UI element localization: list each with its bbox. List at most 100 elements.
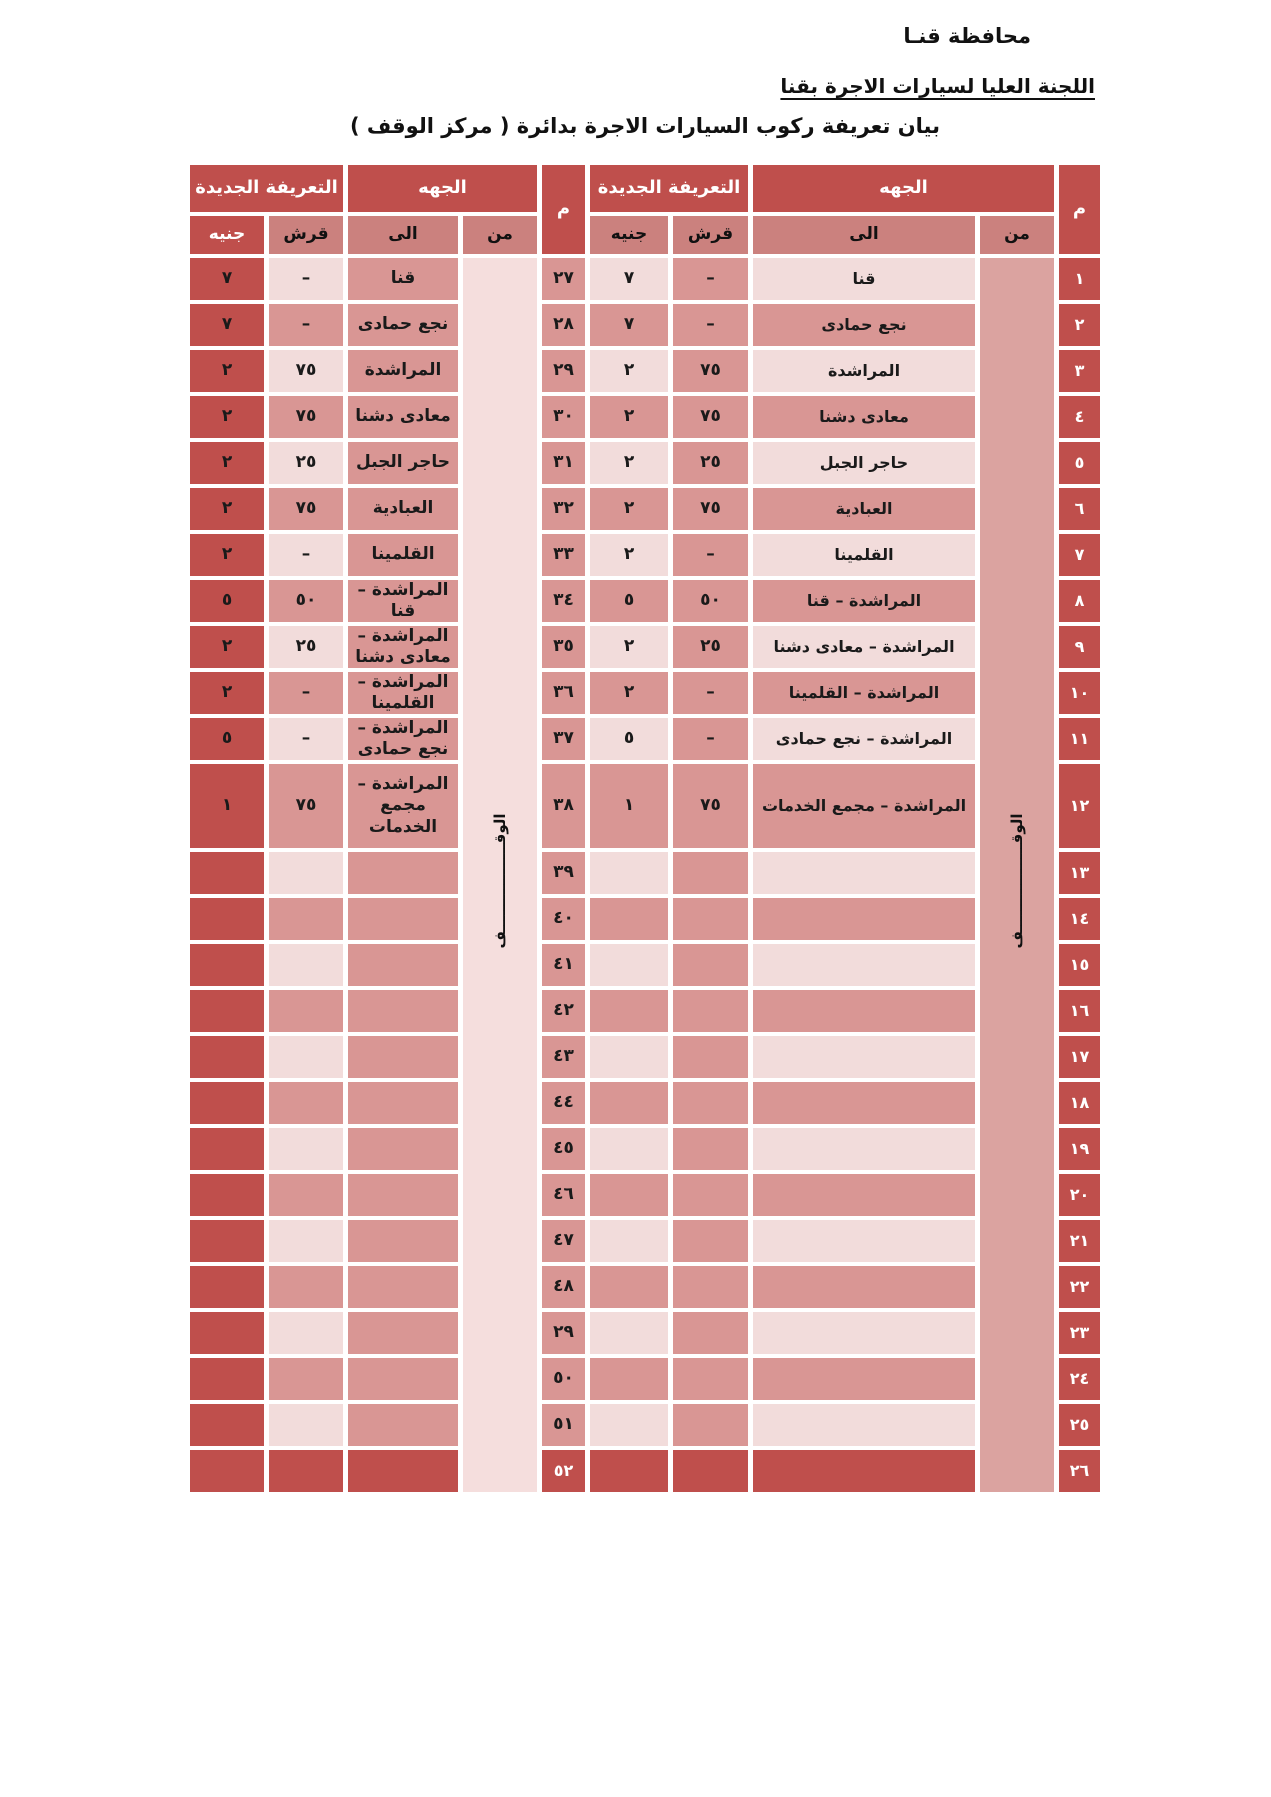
row-seq-left: ٤١: [542, 944, 585, 986]
row-seq-left: ٤٣: [542, 1036, 585, 1078]
row-seq-right: ٢٠: [1059, 1174, 1100, 1216]
row-destination-right: المراشدة – قنا: [753, 580, 975, 622]
row-destination-left: [348, 1128, 458, 1170]
row-seq-right: ٢٥: [1059, 1404, 1100, 1446]
row-pounds-right: ٢: [590, 626, 668, 668]
row-destination-left: قنا: [348, 258, 458, 300]
row-piasters-right: ٧٥: [673, 764, 748, 848]
row-seq-right: ١: [1059, 258, 1100, 300]
row-pounds-right: [590, 1174, 668, 1216]
row-seq-right: ٢٣: [1059, 1312, 1100, 1354]
row-piasters-left: [269, 1036, 343, 1078]
row-piasters-left: ٢٥: [269, 626, 343, 668]
row-destination-left: [348, 1266, 458, 1308]
row-piasters-right: [673, 1220, 748, 1262]
subheader-from-right: من: [980, 216, 1054, 254]
row-seq-left: ٤٦: [542, 1174, 585, 1216]
row-destination-right: [753, 898, 975, 940]
row-seq-left: ٣٠: [542, 396, 585, 438]
row-piasters-right: [673, 944, 748, 986]
row-destination-left: [348, 1036, 458, 1078]
row-seq-left: ٥٢: [542, 1450, 585, 1492]
row-pounds-left: ٥: [190, 580, 264, 622]
row-pounds-right: ٢: [590, 488, 668, 530]
row-destination-right: قنا: [753, 258, 975, 300]
row-pounds-right: ٧: [590, 304, 668, 346]
row-destination-right: [753, 944, 975, 986]
row-pounds-left: [190, 1082, 264, 1124]
row-pounds-left: ٢: [190, 442, 264, 484]
row-seq-right: ٢٦: [1059, 1450, 1100, 1492]
row-destination-left: [348, 1174, 458, 1216]
row-seq-left: ٤٥: [542, 1128, 585, 1170]
row-destination-right: نجع حمادى: [753, 304, 975, 346]
row-destination-right: [753, 1128, 975, 1170]
row-pounds-left: ١: [190, 764, 264, 848]
row-pounds-right: [590, 1404, 668, 1446]
header-direction-left: الجهه: [348, 165, 537, 212]
table-title: بيان تعريفة ركوب السيارات الاجرة بدائرة …: [349, 114, 940, 138]
governorate-title: محافظة قنـا: [903, 24, 1031, 48]
row-piasters-right: [673, 852, 748, 894]
row-seq-left: ٢٨: [542, 304, 585, 346]
row-piasters-right: –: [673, 672, 748, 714]
row-destination-left: المراشدة – مجمع الخدمات: [348, 764, 458, 848]
row-pounds-right: ٢: [590, 396, 668, 438]
row-pounds-right: [590, 990, 668, 1032]
row-destination-left: المراشدة – قنا: [348, 580, 458, 622]
row-seq-left: ٣٩: [542, 852, 585, 894]
row-seq-right: ٤: [1059, 396, 1100, 438]
row-pounds-left: [190, 1358, 264, 1400]
row-piasters-left: –: [269, 672, 343, 714]
row-destination-right: المراشدة – مجمع الخدمات: [753, 764, 975, 848]
row-piasters-left: [269, 898, 343, 940]
row-destination-left: [348, 944, 458, 986]
row-destination-left: [348, 1312, 458, 1354]
row-piasters-left: [269, 1128, 343, 1170]
row-pounds-right: [590, 944, 668, 986]
row-piasters-left: [269, 1450, 343, 1492]
row-destination-left: العبادية: [348, 488, 458, 530]
row-seq-left: ٣٣: [542, 534, 585, 576]
row-piasters-left: [269, 1174, 343, 1216]
row-pounds-right: ٢: [590, 442, 668, 484]
row-piasters-right: ٧٥: [673, 396, 748, 438]
row-seq-right: ٢٢: [1059, 1266, 1100, 1308]
row-destination-right: حاجر الجبل: [753, 442, 975, 484]
row-seq-left: ٤٨: [542, 1266, 585, 1308]
row-destination-right: [753, 1266, 975, 1308]
row-piasters-left: [269, 1266, 343, 1308]
row-pounds-right: [590, 1312, 668, 1354]
row-piasters-left: –: [269, 534, 343, 576]
row-destination-right: [753, 1174, 975, 1216]
row-pounds-right: ٥: [590, 580, 668, 622]
row-piasters-right: –: [673, 304, 748, 346]
row-seq-right: ١٤: [1059, 898, 1100, 940]
row-seq-right: ٦: [1059, 488, 1100, 530]
row-pounds-right: [590, 1450, 668, 1492]
row-piasters-left: [269, 1082, 343, 1124]
row-destination-left: [348, 898, 458, 940]
subheader-to-left: الى: [348, 216, 458, 254]
row-destination-right: [753, 990, 975, 1032]
row-destination-left: المراشدة – معادى دشنا: [348, 626, 458, 668]
row-pounds-left: ٢: [190, 350, 264, 392]
from-merged-vertical-label-left: الوقـــــــــــــــــف: [491, 813, 509, 949]
row-seq-right: ٨: [1059, 580, 1100, 622]
row-destination-right: [753, 1358, 975, 1400]
row-destination-left: حاجر الجبل: [348, 442, 458, 484]
row-piasters-right: [673, 1128, 748, 1170]
row-destination-right: [753, 1312, 975, 1354]
row-pounds-left: ٢: [190, 626, 264, 668]
row-pounds-left: [190, 852, 264, 894]
row-pounds-left: ٢: [190, 534, 264, 576]
row-seq-right: ٢٤: [1059, 1358, 1100, 1400]
row-piasters-right: –: [673, 718, 748, 760]
header-direction-right: الجهه: [753, 165, 1054, 212]
row-seq-left: ٣١: [542, 442, 585, 484]
row-pounds-left: [190, 1220, 264, 1262]
row-destination-right: [753, 1404, 975, 1446]
row-piasters-right: ٥٠: [673, 580, 748, 622]
row-destination-left: معادى دشنا: [348, 396, 458, 438]
